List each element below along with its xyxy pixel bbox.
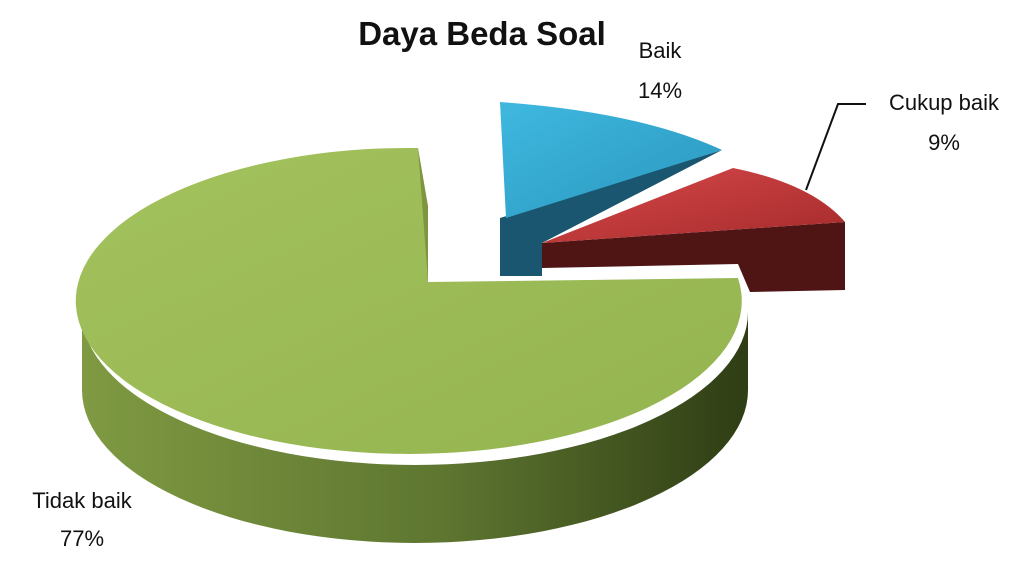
label-baik-name: Baik bbox=[639, 38, 683, 63]
slice-tidak-baik-top bbox=[76, 148, 742, 454]
label-baik: Baik 14% bbox=[638, 38, 682, 103]
label-tidak-baik: Tidak baik 77% bbox=[32, 488, 132, 551]
label-cukup-baik: Cukup baik 9% bbox=[889, 90, 1000, 155]
label-cukup-baik-percent: 9% bbox=[928, 130, 960, 155]
label-tidak-baik-name: Tidak baik bbox=[32, 488, 132, 513]
label-tidak-baik-percent: 77% bbox=[60, 526, 104, 551]
chart-title: Daya Beda Soal bbox=[358, 15, 606, 52]
label-cukup-baik-name: Cukup baik bbox=[889, 90, 1000, 115]
leader-line-cukup-baik bbox=[806, 104, 866, 190]
label-baik-percent: 14% bbox=[638, 78, 682, 103]
